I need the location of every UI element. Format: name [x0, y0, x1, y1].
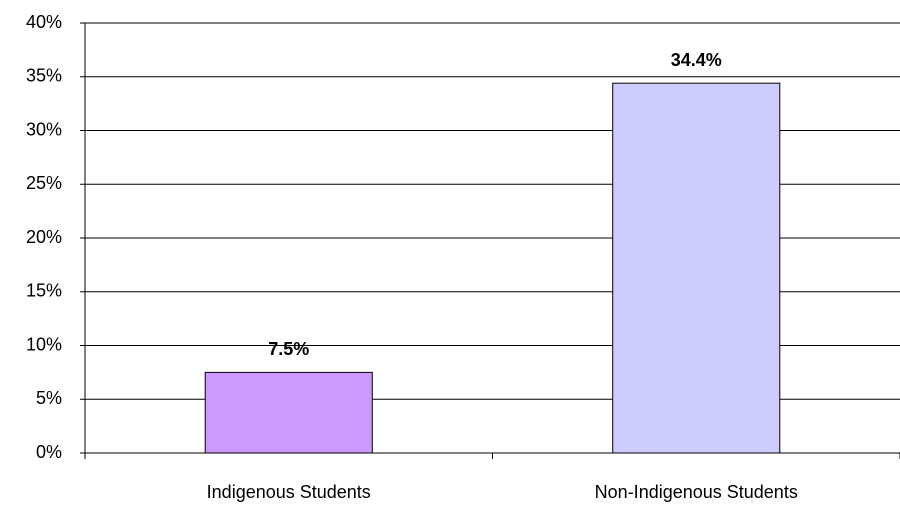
y-tick-label: 25% [26, 173, 62, 193]
y-tick-label: 30% [26, 119, 62, 139]
y-tick-label: 5% [36, 388, 62, 408]
bar [612, 82, 781, 454]
value-label: 7.5% [268, 339, 309, 359]
x-tick-label: Non-Indigenous Students [595, 482, 798, 502]
bar [204, 371, 373, 454]
y-tick-label: 35% [26, 66, 62, 86]
value-label: 34.4% [671, 50, 722, 70]
y-tick-label: 10% [26, 334, 62, 354]
y-tick-label: 20% [26, 227, 62, 247]
y-tick-label: 15% [26, 281, 62, 301]
y-tick-label: 40% [26, 12, 62, 32]
x-tick-label: Indigenous Students [207, 482, 371, 502]
y-tick-label: 0% [36, 442, 62, 462]
